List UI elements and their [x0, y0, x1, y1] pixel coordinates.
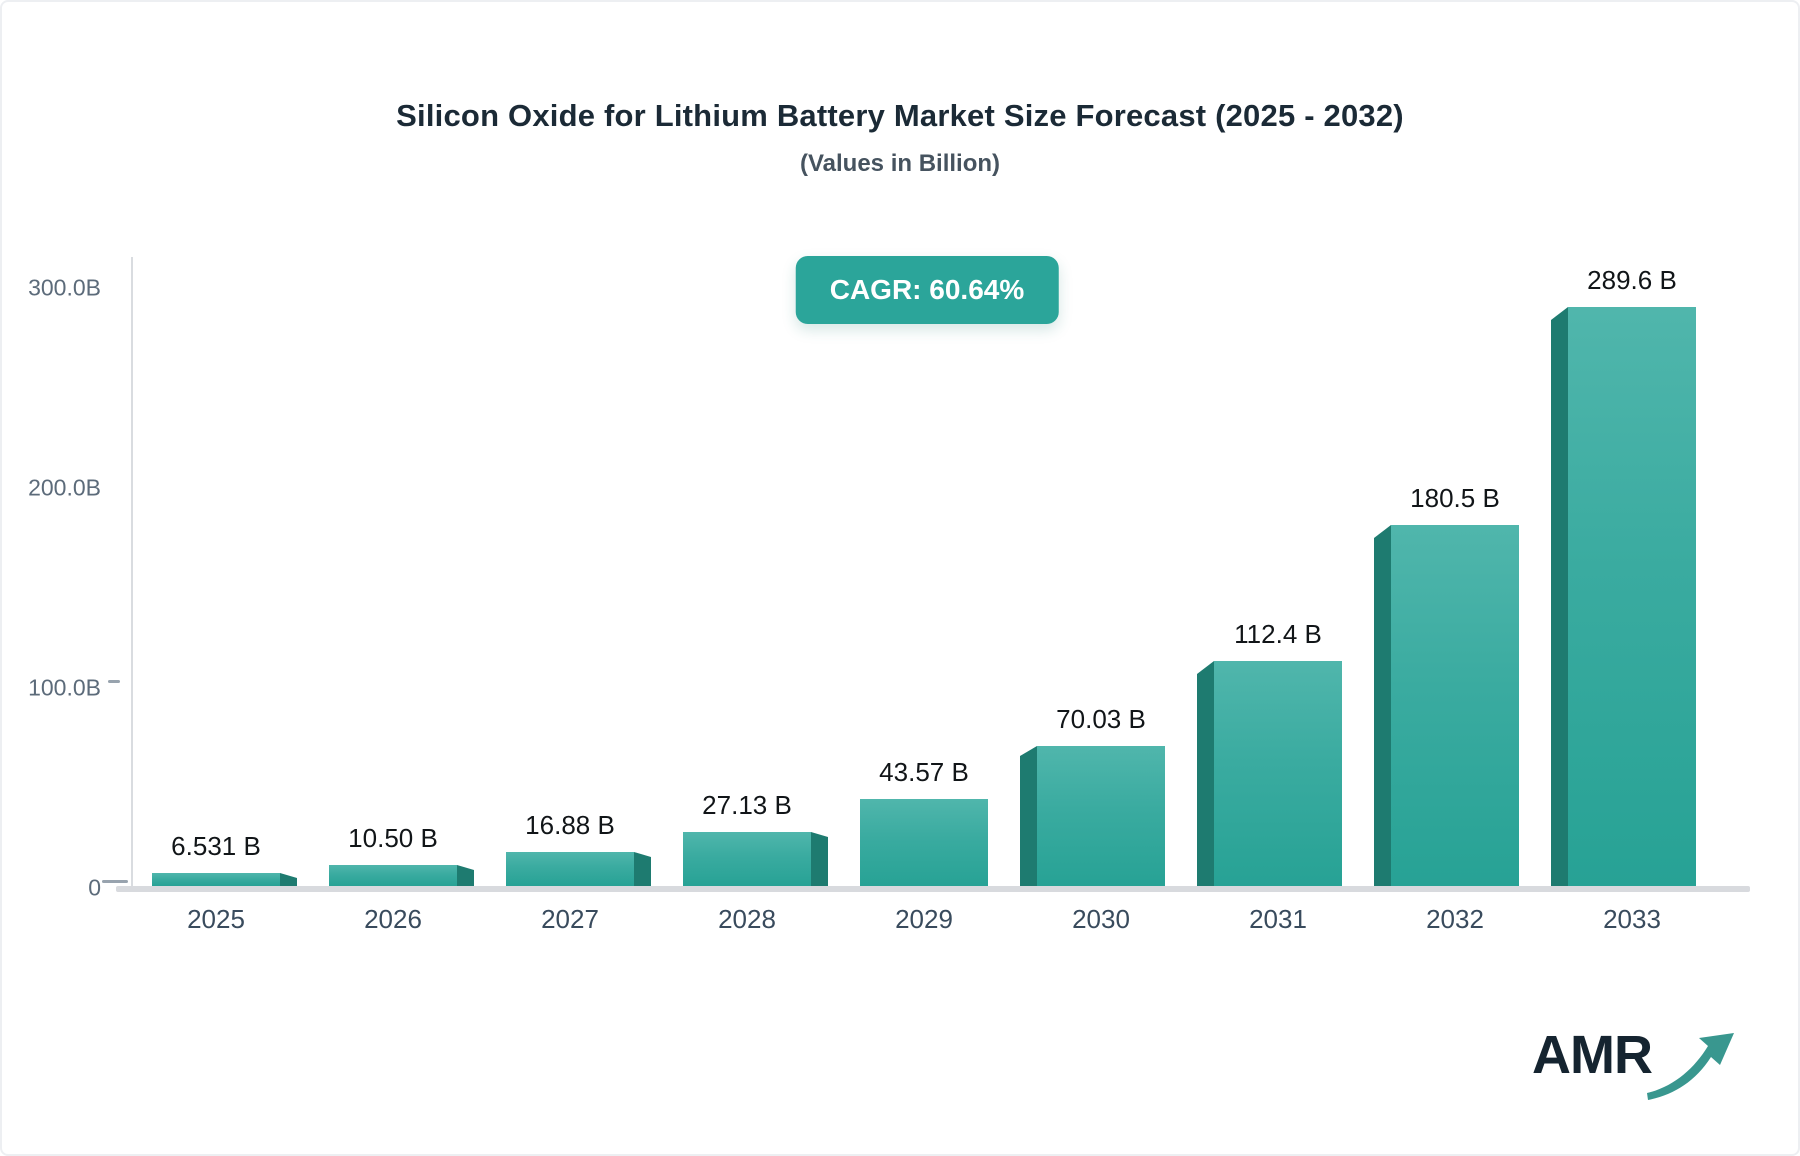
- y-axis-line: [131, 257, 133, 887]
- bar-value-label: 70.03 B: [1056, 704, 1146, 734]
- bar-side-3d: [811, 832, 828, 886]
- bar-2033: [1568, 307, 1696, 886]
- bar-2028: [683, 832, 811, 886]
- x-axis-label-2031: 2031: [1249, 904, 1307, 934]
- bar-value-label: 180.5 B: [1410, 483, 1500, 513]
- bar-side-3d: [1020, 746, 1037, 886]
- bar-value-label: 27.13 B: [702, 790, 792, 820]
- x-axis-label-2026: 2026: [364, 904, 422, 934]
- y-axis-tick-label: 200.0B: [28, 474, 101, 501]
- trend-up-arrow-icon: [1646, 1030, 1738, 1109]
- bar-2029: [860, 799, 988, 886]
- bar-value-label: 16.88 B: [525, 810, 615, 840]
- bar-value-label: 6.531 B: [171, 831, 261, 861]
- amr-logo-text: AMR: [1532, 1025, 1653, 1085]
- bar-value-label: 10.50 B: [348, 823, 438, 853]
- y-axis-tick-mark: [102, 880, 128, 883]
- bar-2026: [329, 865, 457, 886]
- bar-2030: [1037, 746, 1165, 886]
- x-axis-label-2027: 2027: [541, 904, 599, 934]
- bar-2027: [506, 852, 634, 886]
- y-axis-tick-mark: [108, 680, 120, 683]
- cagr-badge: CAGR: 60.64%: [795, 256, 1059, 324]
- bar-value-label: 112.4 B: [1234, 619, 1322, 649]
- bar-side-3d: [1374, 525, 1391, 886]
- bar-2025: [152, 873, 280, 886]
- y-axis-tick-label: 0: [88, 874, 101, 901]
- x-axis-label-2032: 2032: [1426, 904, 1484, 934]
- x-axis-label-2033: 2033: [1603, 904, 1661, 934]
- chart-title: Silicon Oxide for Lithium Battery Market…: [396, 98, 1404, 133]
- bar-side-3d: [1551, 307, 1568, 886]
- bar-side-3d: [457, 865, 474, 886]
- chart-subtitle: (Values in Billion): [799, 150, 1001, 177]
- y-axis-tick-label: 300.0B: [28, 274, 101, 301]
- x-axis-label-2030: 2030: [1072, 904, 1130, 934]
- x-axis-label-2025: 2025: [187, 904, 245, 934]
- amr-logo: AMR: [1532, 1024, 1738, 1109]
- x-axis-label-2028: 2028: [718, 904, 776, 934]
- bar-side-3d: [634, 852, 651, 886]
- x-axis-label-2029: 2029: [895, 904, 953, 934]
- bar-side-3d: [1197, 661, 1214, 886]
- bar-side-3d: [280, 873, 297, 886]
- x-axis-floor: [116, 886, 1750, 892]
- bar-value-label: 289.6 B: [1587, 265, 1677, 295]
- y-axis-tick-label: 100.0B: [28, 674, 101, 701]
- bar-2031: [1214, 661, 1342, 886]
- bar-value-label: 43.57 B: [879, 757, 969, 787]
- bar-2032: [1391, 525, 1519, 886]
